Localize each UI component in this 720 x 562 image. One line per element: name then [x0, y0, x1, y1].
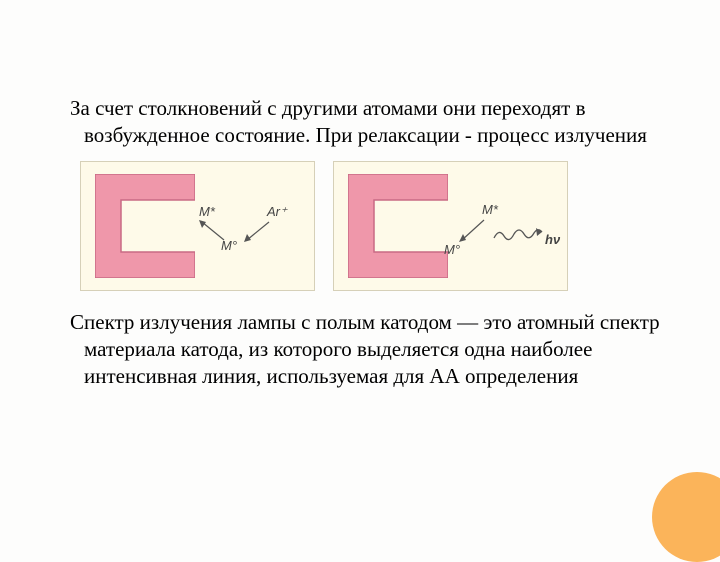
label-hv: hν — [545, 232, 560, 247]
paragraph-result: Спектр излучения лампы с полым катодом —… — [70, 309, 660, 390]
label-m-star-2: M* — [482, 202, 498, 217]
cathode-shape-right — [348, 174, 448, 278]
paragraph-intro: За счет столкновений с другими атомами о… — [70, 95, 660, 149]
photon-wave — [492, 224, 546, 242]
arrow-out-1 — [196, 218, 230, 244]
arrow-in-1 — [241, 218, 275, 244]
diagram-emission: M* M° hν — [333, 161, 568, 291]
cathode-shape-left — [95, 174, 195, 278]
corner-accent — [652, 472, 720, 562]
diagram-row: M* M° Ar⁺ M* M° hν — [80, 161, 660, 291]
arrow-relax — [454, 216, 488, 246]
diagram-excitation: M* M° Ar⁺ — [80, 161, 315, 291]
label-m-star-1: M* — [199, 204, 215, 219]
